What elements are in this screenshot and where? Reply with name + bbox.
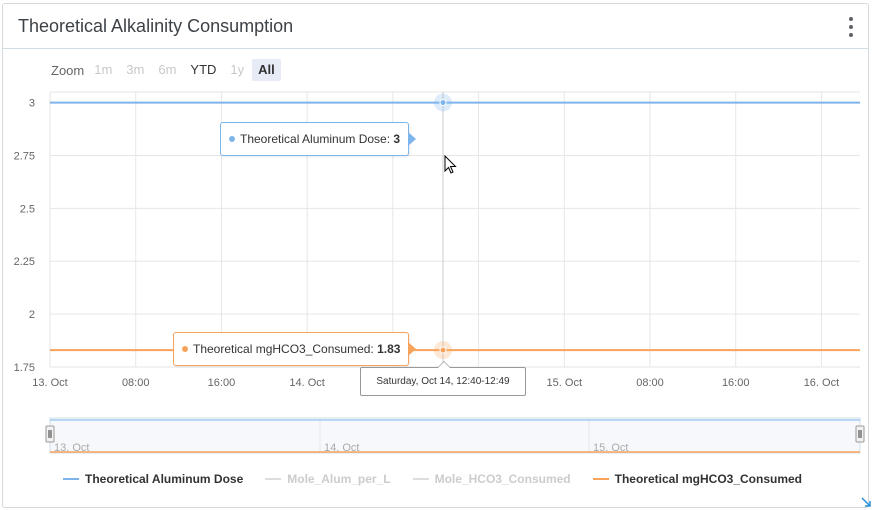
mouse-cursor-icon [444, 155, 457, 174]
y-tick-label: 1.75 [14, 362, 35, 374]
legend-item-mghco3-consumed[interactable]: Theoretical mgHCO3_Consumed [592, 472, 803, 486]
panel-title: Theoretical Alkalinity Consumption [18, 16, 294, 36]
x-tick-label: 15. Oct [547, 377, 582, 389]
legend-line-icon [265, 478, 282, 480]
x-tick-label: 13. Oct [32, 377, 67, 389]
y-tick-label: 3 [29, 98, 35, 110]
tooltip-aluminum-dose: Theoretical Aluminum Dose: 3 [220, 122, 417, 156]
y-tick-label: 2.5 [20, 203, 35, 215]
chart-series [50, 93, 860, 360]
tooltip-aluminum-value: 3 [393, 132, 401, 146]
tooltip-aluminum-label: Theoretical Aluminum Dose: [240, 132, 394, 146]
tooltip-hco3-consumed: Theoretical mgHCO3_Consumed: 1.83 [173, 332, 417, 366]
navigator-handle-body [855, 425, 865, 443]
zoom-all-button[interactable]: All [252, 59, 281, 81]
navigator-handle [45, 425, 55, 443]
tooltip-date: Saturday, Oct 14, 12:40-12:49 [360, 361, 526, 396]
series-dot-icon [229, 136, 235, 142]
zoom-1m-button[interactable]: 1m [94, 62, 113, 77]
zoom-selector: Zoom 1m 3m 6m YTD 1y All [51, 59, 283, 81]
zoom-label: Zoom [51, 62, 85, 78]
navigator-handle [855, 425, 865, 443]
x-tick-label: 14. Oct [289, 377, 324, 389]
chart-panel: Theoretical Alkalinity Consumption [2, 3, 869, 508]
navigator: 13. Oct 14. Oct 15. Oct [45, 417, 865, 454]
chart-legend: Theoretical Aluminum Dose Mole_Alum_per_… [63, 472, 824, 486]
legend-item-mole-hco3[interactable]: Mole_HCO3_Consumed [412, 472, 571, 486]
series-dot-icon [182, 346, 188, 352]
series-point [439, 346, 447, 354]
x-tick-label: 08:00 [122, 377, 150, 389]
zoom-6m-button[interactable]: 6m [158, 62, 177, 77]
kebab-menu-icon[interactable] [846, 17, 856, 37]
navigator-handle-body [45, 425, 55, 443]
legend-label: Theoretical mgHCO3_Consumed [614, 472, 803, 486]
zoom-3m-button[interactable]: 3m [126, 62, 145, 77]
panel-header: Theoretical Alkalinity Consumption [3, 4, 868, 49]
legend-label: Theoretical Aluminum Dose [85, 472, 244, 486]
legend-line-icon [592, 478, 609, 480]
legend-item-aluminum-dose[interactable]: Theoretical Aluminum Dose [63, 472, 243, 486]
legend-label: Mole_Alum_per_L [287, 472, 391, 486]
x-tick-label: 16. Oct [804, 377, 839, 389]
tooltip-hco3-label: Theoretical mgHCO3_Consumed: [193, 342, 378, 356]
chart-grid [49, 91, 860, 368]
legend-item-mole-alum[interactable]: Mole_Alum_per_L [265, 472, 391, 486]
navigator-label: 14. Oct [324, 442, 359, 454]
y-axis: 3 2.75 2.5 2.25 2 1.75 [14, 98, 35, 374]
legend-label: Mole_HCO3_Consumed [434, 472, 571, 486]
navigator-label: 15. Oct [593, 442, 628, 454]
navigator-window [49, 417, 861, 454]
series-point [439, 99, 447, 107]
navigator-label: 13. Oct [54, 442, 89, 454]
y-tick-label: 2.75 [14, 150, 35, 162]
x-tick-label: 16:00 [722, 377, 750, 389]
zoom-1y-button[interactable]: 1y [230, 62, 245, 77]
legend-line-icon [412, 478, 429, 480]
x-tick-label: 08:00 [636, 377, 664, 389]
tooltip-hco3-value: 1.83 [377, 342, 401, 356]
y-tick-label: 2.25 [14, 256, 35, 268]
zoom-ytd-button[interactable]: YTD [190, 62, 217, 77]
legend-line-icon [63, 478, 79, 480]
x-tick-label: 16:00 [208, 377, 236, 389]
y-tick-label: 2 [29, 309, 35, 321]
resize-handle-icon[interactable] [860, 496, 872, 508]
